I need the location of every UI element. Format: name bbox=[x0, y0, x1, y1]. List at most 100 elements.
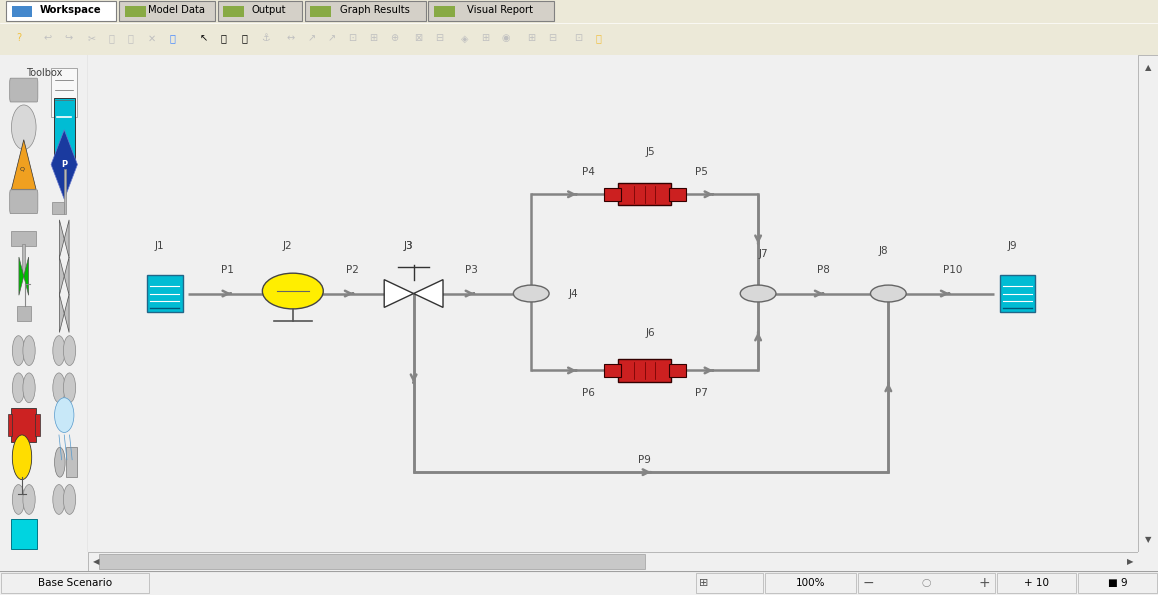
Ellipse shape bbox=[64, 484, 75, 514]
Text: J5: J5 bbox=[645, 147, 654, 157]
Bar bbox=[8, 414, 13, 436]
FancyBboxPatch shape bbox=[10, 519, 37, 549]
Bar bbox=[292, 27, 317, 51]
Polygon shape bbox=[64, 295, 69, 333]
Bar bbox=[148, 27, 174, 51]
Text: ↪: ↪ bbox=[64, 33, 73, 43]
FancyBboxPatch shape bbox=[16, 306, 31, 321]
Text: J4: J4 bbox=[569, 289, 578, 299]
FancyBboxPatch shape bbox=[305, 1, 426, 21]
Text: 🌐: 🌐 bbox=[169, 33, 176, 43]
Bar bbox=[12, 408, 36, 443]
Text: P8: P8 bbox=[816, 265, 829, 275]
FancyBboxPatch shape bbox=[119, 1, 215, 21]
Bar bbox=[603, 188, 621, 201]
Text: Graph Results: Graph Results bbox=[339, 5, 410, 15]
FancyBboxPatch shape bbox=[9, 190, 38, 214]
Text: 100%: 100% bbox=[796, 578, 826, 588]
Bar bbox=[462, 27, 488, 51]
FancyBboxPatch shape bbox=[1078, 573, 1157, 593]
Text: ◈: ◈ bbox=[461, 33, 468, 43]
Bar bbox=[320, 27, 345, 51]
Text: Base Scenario: Base Scenario bbox=[38, 578, 112, 588]
Bar bbox=[51, 68, 78, 117]
Bar bbox=[748, 27, 774, 51]
Polygon shape bbox=[59, 257, 64, 295]
Text: ⊟: ⊟ bbox=[548, 33, 557, 43]
FancyBboxPatch shape bbox=[696, 573, 763, 593]
Bar bbox=[349, 27, 374, 51]
Polygon shape bbox=[64, 220, 69, 258]
Text: 🔍: 🔍 bbox=[241, 33, 248, 43]
Bar bbox=[206, 27, 232, 51]
Polygon shape bbox=[384, 280, 413, 308]
Ellipse shape bbox=[13, 484, 24, 514]
Text: J3: J3 bbox=[403, 242, 413, 251]
Ellipse shape bbox=[13, 435, 31, 480]
Text: Workspace: Workspace bbox=[39, 5, 101, 15]
Bar bbox=[999, 275, 1035, 312]
Text: J9: J9 bbox=[1007, 242, 1017, 251]
Ellipse shape bbox=[263, 273, 323, 309]
Ellipse shape bbox=[64, 373, 75, 403]
Text: ■ 9: ■ 9 bbox=[1108, 578, 1127, 588]
Text: ▲: ▲ bbox=[1145, 63, 1151, 72]
Ellipse shape bbox=[54, 397, 74, 433]
Text: +: + bbox=[979, 575, 990, 590]
Polygon shape bbox=[413, 280, 444, 308]
Text: ⊟: ⊟ bbox=[434, 33, 444, 43]
Bar bbox=[98, 553, 645, 569]
Bar bbox=[520, 27, 545, 51]
Text: Visual Report: Visual Report bbox=[468, 5, 533, 15]
Text: P7: P7 bbox=[695, 388, 708, 398]
Text: P: P bbox=[61, 160, 67, 169]
Text: ⚓: ⚓ bbox=[261, 33, 270, 43]
Polygon shape bbox=[59, 220, 64, 258]
FancyBboxPatch shape bbox=[428, 1, 554, 21]
Bar bbox=[719, 27, 745, 51]
Bar bbox=[618, 183, 670, 205]
Bar bbox=[223, 5, 244, 17]
Text: ↗: ↗ bbox=[327, 33, 336, 43]
FancyBboxPatch shape bbox=[64, 170, 66, 214]
Ellipse shape bbox=[12, 105, 36, 149]
Text: ▶: ▶ bbox=[1127, 557, 1133, 566]
Bar bbox=[12, 5, 32, 17]
Bar bbox=[405, 27, 431, 51]
Text: ⊕: ⊕ bbox=[389, 33, 398, 43]
Ellipse shape bbox=[23, 484, 35, 514]
Polygon shape bbox=[66, 447, 76, 477]
FancyBboxPatch shape bbox=[858, 573, 995, 593]
Bar bbox=[618, 359, 670, 381]
Bar bbox=[63, 27, 88, 51]
Bar bbox=[35, 414, 39, 436]
Text: ?: ? bbox=[16, 33, 21, 43]
Text: ↗: ↗ bbox=[307, 33, 316, 43]
Text: P5: P5 bbox=[695, 167, 708, 177]
Text: Toolbox: Toolbox bbox=[25, 68, 63, 78]
Text: −: − bbox=[863, 575, 874, 590]
Ellipse shape bbox=[13, 373, 24, 403]
Text: ◉: ◉ bbox=[501, 33, 511, 43]
Bar bbox=[91, 27, 117, 51]
Ellipse shape bbox=[23, 373, 35, 403]
Text: ✕: ✕ bbox=[147, 33, 156, 43]
Text: J8: J8 bbox=[878, 246, 888, 256]
Text: J1: J1 bbox=[155, 242, 164, 251]
FancyBboxPatch shape bbox=[997, 573, 1076, 593]
Text: P10: P10 bbox=[943, 265, 962, 275]
Text: ✋: ✋ bbox=[220, 33, 227, 43]
FancyBboxPatch shape bbox=[12, 231, 36, 246]
Text: ⊠: ⊠ bbox=[413, 33, 423, 43]
Text: J2: J2 bbox=[283, 242, 292, 251]
Bar bbox=[662, 27, 688, 51]
FancyBboxPatch shape bbox=[22, 244, 25, 274]
Text: P1: P1 bbox=[221, 265, 234, 275]
FancyBboxPatch shape bbox=[218, 1, 302, 21]
Polygon shape bbox=[51, 130, 78, 199]
Text: ✂: ✂ bbox=[87, 33, 96, 43]
Text: ◀: ◀ bbox=[94, 557, 100, 566]
Circle shape bbox=[871, 285, 907, 302]
Bar bbox=[548, 27, 573, 51]
Text: ↔: ↔ bbox=[286, 33, 295, 43]
